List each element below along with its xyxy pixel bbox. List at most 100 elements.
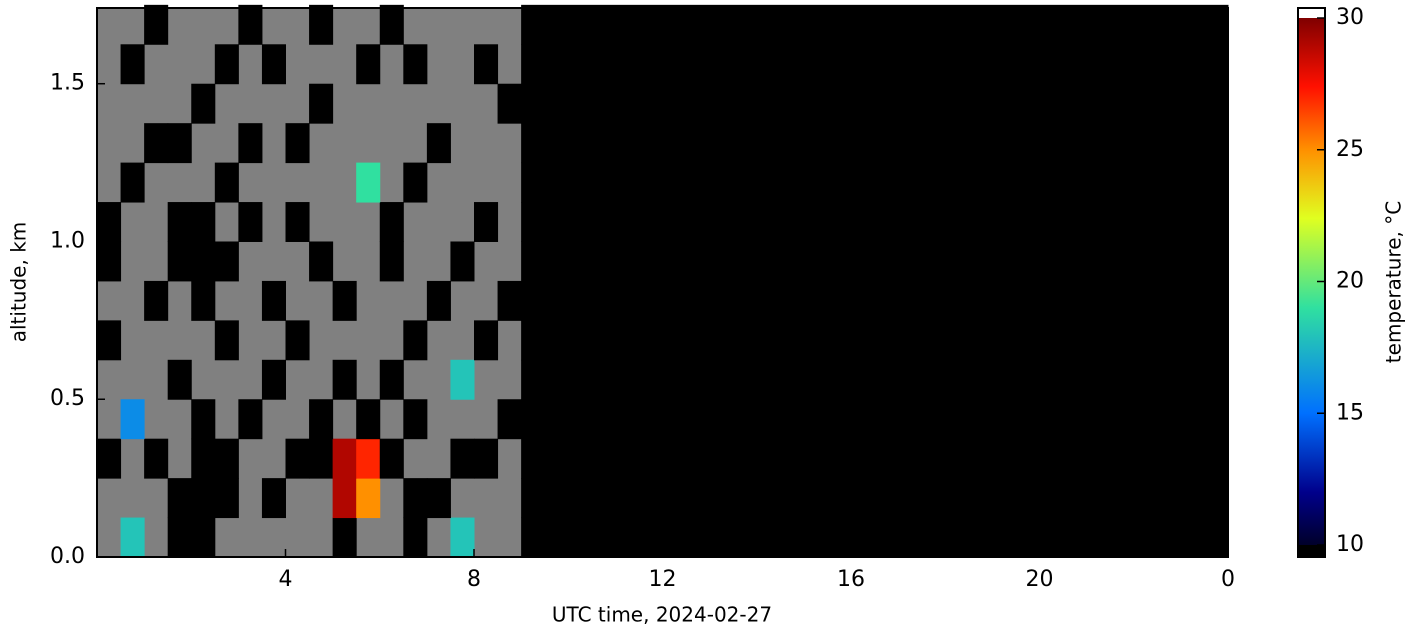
heatmap-cell bbox=[191, 202, 216, 242]
y-tick-label: 0.0 bbox=[50, 544, 85, 569]
heatmap-cell bbox=[167, 202, 192, 242]
heatmap-cell bbox=[450, 438, 475, 479]
heatmap-cell bbox=[356, 438, 381, 479]
heatmap-cell bbox=[403, 517, 428, 558]
heatmap-cell bbox=[521, 438, 1229, 479]
heatmap-cell bbox=[356, 162, 381, 203]
heatmap-cell bbox=[285, 438, 310, 479]
heatmap-cell bbox=[191, 438, 216, 479]
heatmap-cell bbox=[309, 4, 334, 45]
heatmap-cell bbox=[238, 399, 263, 440]
y-tick-label: 0.5 bbox=[50, 386, 85, 411]
colorbar-extend-low bbox=[1298, 545, 1325, 557]
heatmap-cell bbox=[521, 399, 1229, 440]
y-tick-label: 1.0 bbox=[50, 228, 85, 253]
colorbar-frame bbox=[1297, 7, 1326, 558]
heatmap-cell bbox=[332, 478, 357, 519]
heatmap-cell bbox=[238, 123, 263, 164]
heatmap-cell bbox=[191, 241, 216, 282]
heatmap-cell bbox=[144, 123, 169, 164]
heatmap-cell bbox=[332, 517, 357, 558]
heatmap-cell bbox=[238, 4, 263, 45]
heatmap-cell bbox=[261, 280, 286, 321]
x-tick-label: 4 bbox=[279, 567, 293, 592]
heatmap-cell bbox=[309, 241, 334, 282]
heatmap-cell bbox=[332, 359, 357, 400]
heatmap-cell bbox=[191, 478, 216, 519]
heatmap-cell bbox=[309, 83, 334, 124]
heatmap-cell bbox=[120, 399, 145, 440]
heatmap-cell bbox=[167, 123, 192, 164]
heatmap-cell bbox=[191, 280, 216, 321]
heatmap-cell bbox=[521, 517, 1229, 558]
heatmap-cell bbox=[521, 123, 1229, 164]
heatmap-cell bbox=[309, 399, 334, 440]
x-tick-label: 16 bbox=[837, 567, 865, 592]
heatmap-cell bbox=[426, 478, 451, 519]
x-tick-label: 20 bbox=[1026, 567, 1054, 592]
heatmap-cell bbox=[167, 478, 192, 519]
heatmap-cell bbox=[214, 478, 239, 519]
heatmap-cell bbox=[403, 162, 428, 203]
heatmap-cell bbox=[261, 478, 286, 519]
colorbar-tick-label: 25 bbox=[1336, 137, 1364, 162]
heatmap-cell bbox=[403, 44, 428, 85]
heatmap-cell bbox=[214, 44, 239, 85]
heatmap-cell bbox=[97, 438, 122, 479]
heatmap-cell bbox=[450, 517, 475, 558]
heatmap-cell bbox=[167, 359, 192, 400]
heatmap-cell bbox=[379, 438, 404, 479]
colorbar-tick-label: 10 bbox=[1336, 532, 1364, 557]
heatmap-cell bbox=[474, 320, 499, 361]
heatmap-cell bbox=[309, 438, 334, 479]
x-axis-label: UTC time, 2024-02-27 bbox=[552, 603, 772, 627]
heatmap-cell bbox=[285, 123, 310, 164]
heatmap-cell bbox=[120, 44, 145, 85]
heatmap-cell bbox=[214, 241, 239, 282]
heatmap-cell bbox=[379, 241, 404, 282]
heatmap-cell bbox=[497, 83, 522, 124]
heatmap-cell bbox=[97, 241, 122, 282]
heatmap-cell bbox=[521, 241, 1229, 282]
heatmap-cell bbox=[450, 241, 475, 282]
heatmap-cell bbox=[474, 202, 499, 242]
heatmap-cell bbox=[379, 359, 404, 400]
heatmap-cell bbox=[214, 320, 239, 361]
heatmap-cell bbox=[214, 438, 239, 479]
heatmap-cell bbox=[474, 438, 499, 479]
heatmap-cell bbox=[191, 517, 216, 558]
heatmap-cell bbox=[191, 83, 216, 124]
heatmap-cell bbox=[356, 399, 381, 440]
heatmap-cell bbox=[214, 162, 239, 203]
heatmap-cell bbox=[238, 202, 263, 242]
colorbar-tick-label: 20 bbox=[1336, 269, 1364, 294]
heatmap-cell bbox=[261, 44, 286, 85]
x-tick-label: 8 bbox=[467, 567, 481, 592]
colorbar-extend-high bbox=[1298, 8, 1325, 18]
x-tick-label: 12 bbox=[649, 567, 677, 592]
heatmap-cell bbox=[97, 202, 122, 242]
heatmap-cell bbox=[403, 320, 428, 361]
heatmap-cell bbox=[450, 359, 475, 400]
heatmap-cell bbox=[356, 478, 381, 519]
heatmap-cell bbox=[191, 399, 216, 440]
heatmap-cell bbox=[426, 123, 451, 164]
heatmap-cell bbox=[144, 4, 169, 45]
heatmap-cell bbox=[426, 280, 451, 321]
heatmap-cell bbox=[379, 4, 404, 45]
y-tick-label: 1.5 bbox=[50, 71, 85, 96]
colorbar-tick-label: 15 bbox=[1336, 400, 1364, 425]
y-axis-label: altitude, km bbox=[7, 222, 31, 343]
heatmap-cell bbox=[521, 83, 1229, 124]
heatmap-cell bbox=[167, 517, 192, 558]
heatmap-cell bbox=[120, 162, 145, 203]
heatmap-cell bbox=[521, 162, 1229, 203]
heatmap-cell bbox=[285, 202, 310, 242]
heatmap-cell bbox=[521, 4, 1229, 45]
heatmap-cell bbox=[261, 359, 286, 400]
colorbar-tick-label: 30 bbox=[1336, 5, 1364, 30]
heatmap-cell bbox=[97, 320, 122, 361]
heatmap-cell bbox=[521, 202, 1229, 242]
heatmap-cell bbox=[521, 359, 1229, 400]
